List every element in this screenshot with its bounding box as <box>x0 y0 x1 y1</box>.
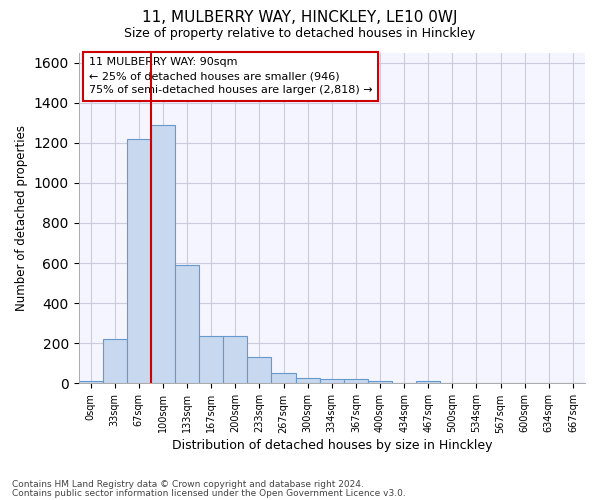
Text: Size of property relative to detached houses in Hinckley: Size of property relative to detached ho… <box>124 28 476 40</box>
Bar <box>79 382 103 384</box>
Bar <box>296 378 320 384</box>
Bar <box>127 138 151 384</box>
Y-axis label: Number of detached properties: Number of detached properties <box>15 125 28 311</box>
Text: 11 MULBERRY WAY: 90sqm
← 25% of detached houses are smaller (946)
75% of semi-de: 11 MULBERRY WAY: 90sqm ← 25% of detached… <box>89 58 372 96</box>
Bar <box>175 265 199 384</box>
Bar <box>247 358 271 384</box>
X-axis label: Distribution of detached houses by size in Hinckley: Distribution of detached houses by size … <box>172 440 492 452</box>
Text: Contains public sector information licensed under the Open Government Licence v3: Contains public sector information licen… <box>12 488 406 498</box>
Bar <box>199 336 223 384</box>
Bar <box>344 380 368 384</box>
Bar <box>271 374 296 384</box>
Bar <box>320 380 344 384</box>
Bar <box>223 336 247 384</box>
Text: Contains HM Land Registry data © Crown copyright and database right 2024.: Contains HM Land Registry data © Crown c… <box>12 480 364 489</box>
Bar <box>103 340 127 384</box>
Text: 11, MULBERRY WAY, HINCKLEY, LE10 0WJ: 11, MULBERRY WAY, HINCKLEY, LE10 0WJ <box>142 10 458 25</box>
Bar <box>151 124 175 384</box>
Bar <box>416 381 440 384</box>
Bar <box>368 382 392 384</box>
